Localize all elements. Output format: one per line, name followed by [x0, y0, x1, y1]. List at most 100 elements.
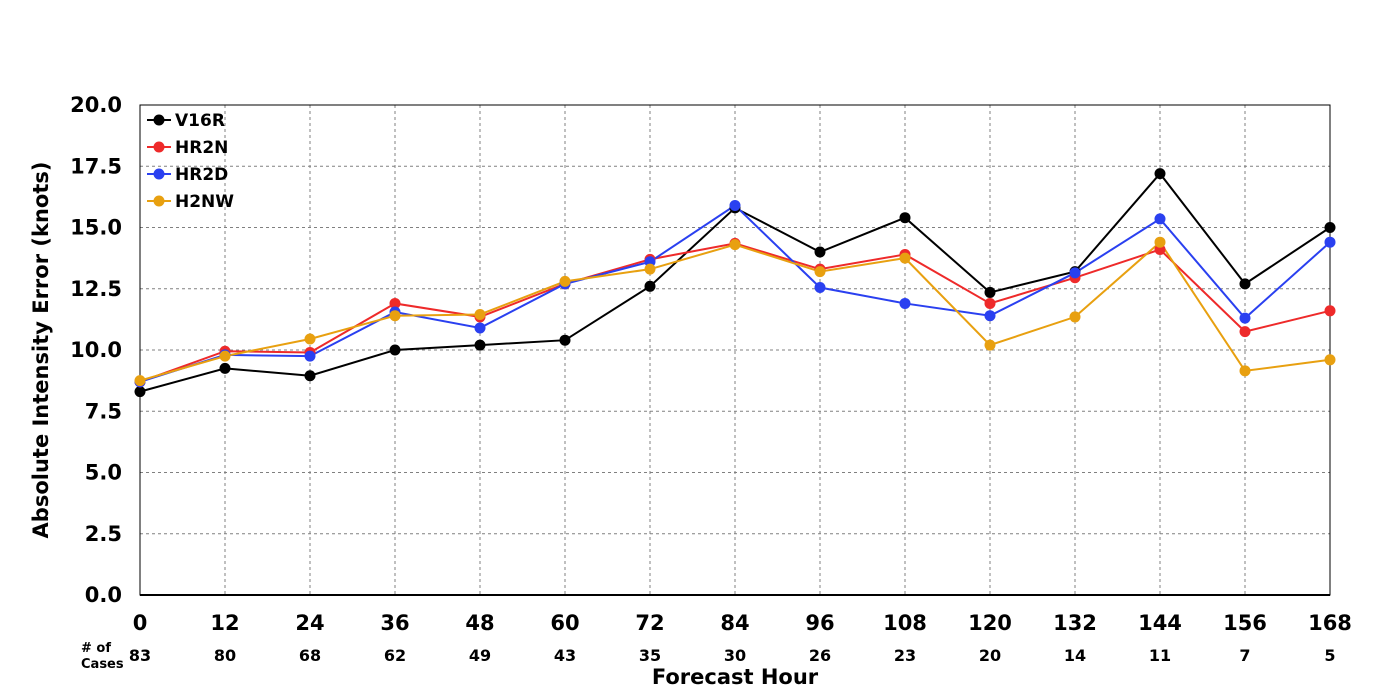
legend: V16R HR2N HR2D H2NW — [147, 111, 234, 212]
grid — [140, 105, 1330, 596]
legend-label-v16r: V16R — [175, 111, 225, 131]
data-point-v16r — [984, 286, 996, 298]
x-axis-title: Forecast Hour — [652, 665, 819, 689]
data-point-hr2d — [1324, 236, 1336, 248]
y-tick-label: 15.0 — [70, 216, 122, 240]
x-axis-ticks: 0 12 24 36 48 60 72 84 96 108 120 132 144 156 168 — [133, 611, 1352, 635]
data-point-hr2d — [729, 199, 741, 211]
data-point-v16r — [559, 334, 571, 346]
data-point-v16r — [644, 280, 656, 292]
series-line-hr2n — [139, 242, 1331, 383]
data-point-h2nw — [984, 339, 996, 351]
data-point-h2nw — [1239, 365, 1251, 377]
case-count-label: 43 — [554, 646, 576, 665]
y-tick-label: 7.5 — [85, 399, 122, 423]
case-count-label: 62 — [384, 646, 406, 665]
plot-frame — [139, 104, 1331, 596]
cases-title-second-line: Cases — [81, 657, 124, 672]
data-point-v16r — [134, 386, 146, 398]
legend-swatch-marker — [153, 141, 165, 153]
case-count-label: 26 — [809, 646, 831, 665]
y-tick-label: 12.5 — [70, 277, 122, 301]
data-point-hr2d — [1239, 312, 1251, 324]
x-tick-label: 72 — [635, 611, 664, 635]
data-point-h2nw — [1324, 354, 1336, 366]
x-tick-label: 24 — [295, 611, 324, 635]
data-point-h2nw — [559, 275, 571, 287]
data-point-v16r — [304, 370, 316, 382]
y-axis-ticks: 0.0 2.5 5.0 7.5 10.0 12.5 15.0 17.5 20.0 — [70, 93, 122, 607]
data-point-v16r — [899, 212, 911, 224]
data-point-h2nw — [814, 266, 826, 278]
case-count-label: 23 — [894, 646, 916, 665]
data-point-h2nw — [134, 375, 146, 387]
x-tick-label: 36 — [380, 611, 409, 635]
data-point-h2nw — [474, 308, 486, 320]
data-point-hr2n — [389, 297, 401, 309]
data-point-v16r — [1324, 222, 1336, 233]
legend-label-h2nw: H2NW — [175, 192, 234, 212]
case-count-label: 20 — [979, 646, 1001, 665]
y-tick-label: 2.5 — [85, 522, 122, 546]
case-count-label: 68 — [299, 646, 321, 665]
legend-label-hr2n: HR2N — [175, 138, 228, 158]
data-point-hr2d — [814, 282, 826, 294]
data-point-hr2n — [984, 297, 996, 309]
x-tick-label: 60 — [550, 611, 579, 635]
x-tick-label: 108 — [883, 611, 927, 635]
data-point-hr2d — [1069, 267, 1081, 279]
x-tick-label: 144 — [1138, 611, 1182, 635]
case-count-label: 5 — [1324, 646, 1335, 665]
y-tick-label: 0.0 — [85, 583, 122, 607]
legend-swatch-marker — [153, 114, 165, 126]
data-point-h2nw — [729, 239, 741, 251]
data-point-v16r — [389, 344, 401, 356]
y-tick-label: 5.0 — [85, 461, 122, 485]
y-tick-label: 20.0 — [70, 93, 122, 117]
data-point-hr2d — [984, 310, 996, 322]
legend-swatch-marker — [153, 168, 165, 180]
data-point-hr2n — [1239, 326, 1251, 338]
x-tick-label: 168 — [1308, 611, 1352, 635]
data-point-hr2d — [899, 297, 911, 309]
data-point-v16r — [814, 246, 826, 258]
data-point-h2nw — [899, 252, 911, 264]
case-count-label: 7 — [1239, 646, 1250, 665]
case-count-label: 80 — [214, 646, 236, 665]
case-count-label: 30 — [724, 646, 746, 665]
data-point-v16r — [219, 362, 231, 374]
data-point-v16r — [474, 339, 486, 351]
y-axis-title: Absolute Intensity Error (knots) — [29, 162, 53, 539]
y-tick-label: 10.0 — [70, 338, 122, 362]
data-point-h2nw — [644, 263, 656, 275]
data-point-hr2d — [304, 350, 316, 362]
series-layer — [134, 168, 1336, 398]
case-count-label: 35 — [639, 646, 661, 665]
x-tick-label: 84 — [720, 611, 749, 635]
case-count-label: 11 — [1149, 646, 1171, 665]
cases-title: # of — [81, 641, 111, 656]
x-tick-label: 48 — [465, 611, 494, 635]
legend-swatch-marker — [153, 195, 165, 207]
data-point-hr2d — [474, 322, 486, 334]
case-count-label: 49 — [469, 646, 491, 665]
case-count-label: 83 — [129, 646, 151, 665]
data-point-h2nw — [1154, 236, 1166, 248]
x-tick-label: 156 — [1223, 611, 1267, 635]
data-point-hr2d — [1154, 213, 1166, 225]
cases-row: 83 80 68 62 49 43 35 30 26 23 20 14 11 7 5 — [129, 646, 1336, 665]
y-tick-label: 17.5 — [70, 154, 122, 178]
data-point-v16r — [1239, 278, 1251, 290]
data-point-h2nw — [304, 333, 316, 345]
case-count-label: 14 — [1064, 646, 1086, 665]
data-point-hr2n — [1324, 305, 1336, 317]
x-tick-label: 132 — [1053, 611, 1097, 635]
x-tick-label: 96 — [805, 611, 834, 635]
x-tick-label: 12 — [210, 611, 239, 635]
data-point-v16r — [1154, 168, 1166, 180]
legend-label-hr2d: HR2D — [175, 165, 228, 185]
x-tick-label: 120 — [968, 611, 1012, 635]
x-tick-label: 0 — [133, 611, 148, 635]
data-point-h2nw — [1069, 311, 1081, 323]
